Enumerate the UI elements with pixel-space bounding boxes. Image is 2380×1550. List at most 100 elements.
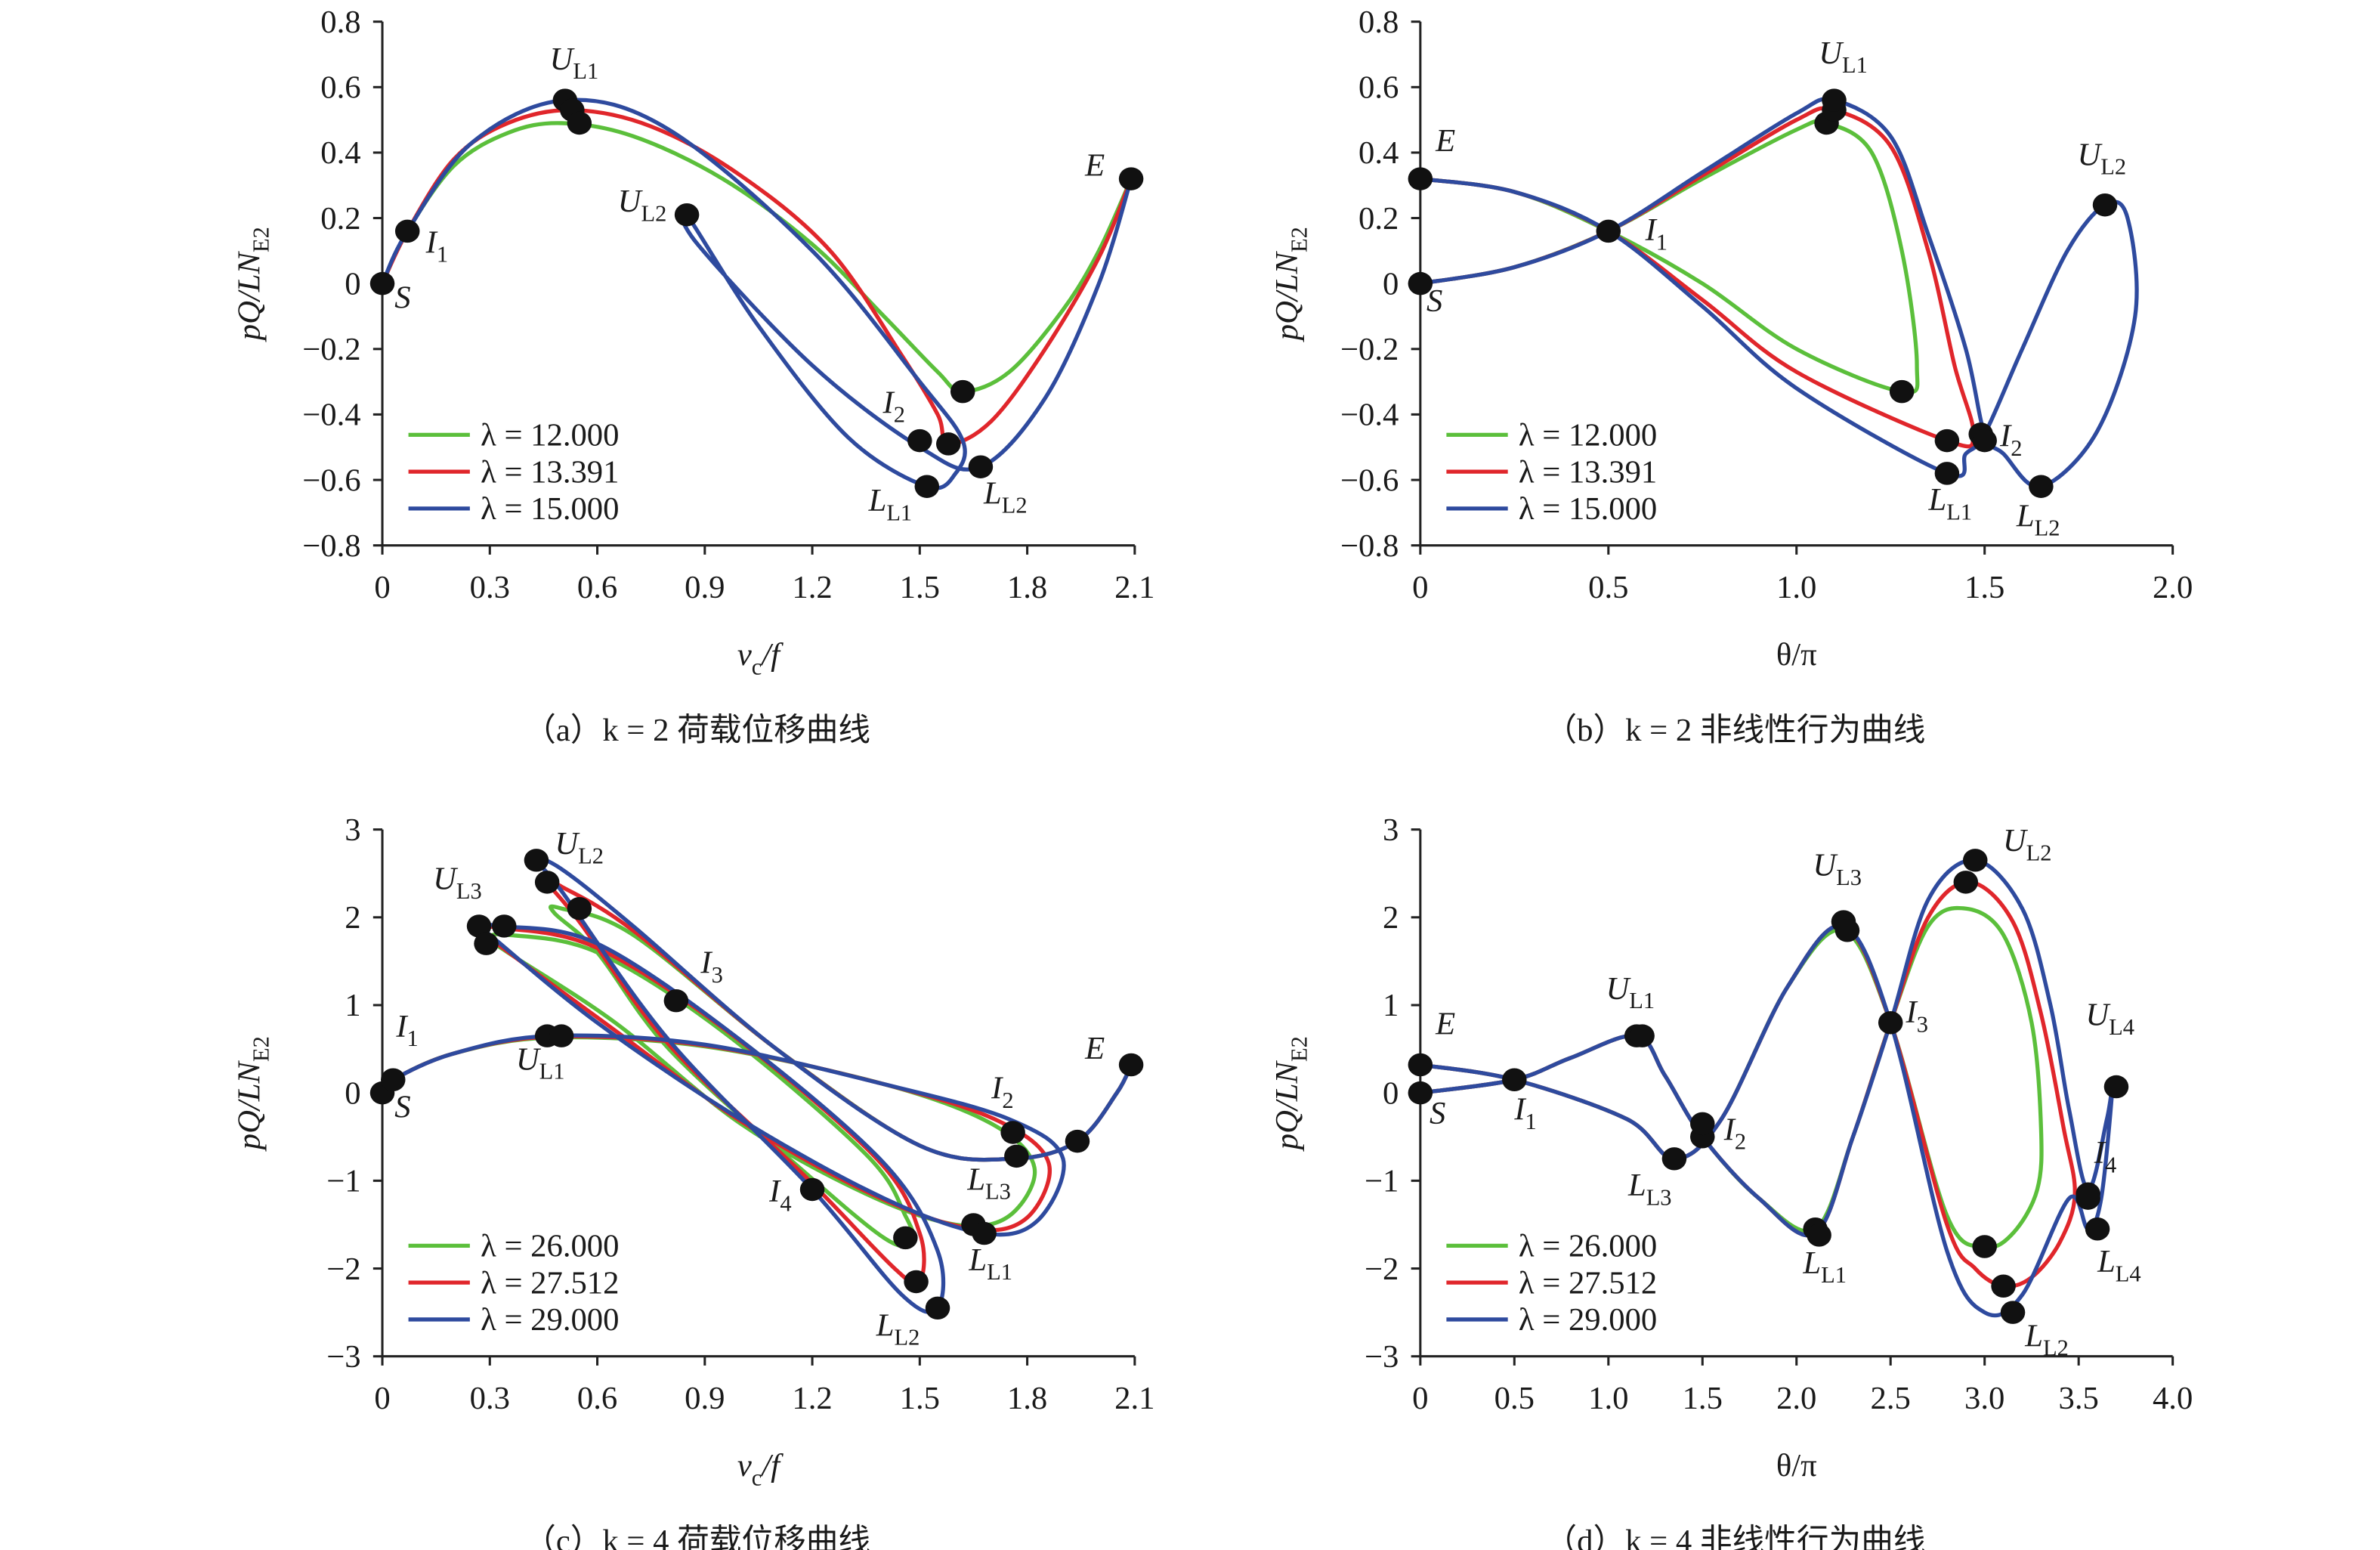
x-tick-label: 2.0 [1776,1381,1816,1416]
marker [369,271,395,295]
annotation-sub: L3 [1646,1184,1672,1210]
annotation-letter: U [2003,823,2029,859]
annotation-letter: L [2024,1318,2043,1354]
marker [2085,1217,2110,1241]
annotation: I1 [1513,1092,1536,1134]
annotation-letter: E [1435,123,1455,159]
x-tick-label: 2.0 [2153,570,2193,605]
marker [394,219,420,243]
panel: −3 −2 −1 0 1 2 3 0 0.5 1.0 1.5 2.0 2.5 3.0 3.5 4.0 pQ/LN… [1269,812,2193,1550]
x-tick-label: 2.1 [1114,1381,1154,1416]
x-axis-label-part: /f [760,637,784,673]
y-axis-label: pQ/LNE2 [1269,227,1312,342]
y-axis-label-part: E2 [249,1036,274,1062]
annotation: S [394,280,410,316]
annotation-sub: L1 [987,1259,1012,1285]
annotation-sub: L4 [2116,1261,2141,1286]
annotation: E [1084,1031,1105,1066]
x-tick-label: 0 [1412,570,1428,605]
y-tick-label: −0.4 [302,398,360,433]
marker [950,379,975,404]
annotation: LL2 [983,476,1028,518]
marker [549,1024,574,1047]
annotation: LL1 [1802,1245,1847,1288]
x-tick-label: 1.0 [1588,1381,1628,1416]
marker [893,1226,918,1250]
x-tick-label: 1.2 [792,1381,832,1416]
annotation-letter: I [1645,212,1658,248]
x-axis-label-part: c [752,654,762,679]
legend-label: λ = 15.000 [481,491,619,527]
legend-label: λ = 12.000 [1519,418,1657,453]
x-tick-label: 0.6 [577,1381,617,1416]
marker [2029,475,2054,498]
marker [1878,1010,1903,1035]
y-tick-label: −3 [326,1339,360,1375]
x-axis-label-part: /f [760,1448,784,1483]
marker [492,914,517,938]
caption: （d）k = 4 非线性行为曲线 [1544,1524,1925,1550]
annotation-sub: 4 [780,1190,791,1216]
x-axis-label: θ/π [1776,637,1817,673]
x-tick-label: 0.3 [470,1381,510,1416]
marker [1934,428,1960,453]
annotation-letter: U [2085,998,2111,1033]
legend-label: λ = 26.000 [1519,1229,1657,1264]
y-axis-label-part: pQ/LN [231,250,267,342]
y-tick-label: −0.6 [1340,463,1399,498]
y-tick-label: −1 [326,1164,360,1199]
x-tick-label: 3.0 [1964,1381,2004,1416]
marker [381,1068,406,1091]
annotation-letter: S [1430,1096,1445,1131]
y-tick-label: 0 [345,266,360,302]
y-axis-label: pQ/LNE2 [231,1036,274,1152]
marker [2103,1075,2129,1099]
annotation: I1 [1645,212,1668,255]
annotation-letter: L [2016,499,2035,534]
y-tick-label: 0 [1383,1075,1399,1111]
annotation: LL1 [1928,482,1973,524]
annotation-sub: 4 [2105,1152,2116,1177]
annotation-letter: S [394,1090,410,1125]
marker [799,1177,825,1202]
annotation: LL3 [966,1162,1011,1205]
x-axis-label-part: θ/π [1776,1448,1817,1483]
annotation-letter: U [550,42,576,77]
annotation-letter: I [1999,419,2012,454]
y-tick-label: 1 [345,988,360,1023]
annotation-letter: L [1802,1245,1821,1281]
marker [567,896,592,920]
y-tick-label: −1 [1365,1164,1399,1199]
annotation: LL4 [2097,1244,2141,1286]
x-tick-label: 3.5 [2059,1381,2099,1416]
annotation-sub: 2 [1002,1087,1013,1113]
annotation: E [1084,148,1105,184]
x-tick-label: 0 [374,570,390,605]
marker [1972,1235,1997,1258]
annotation-letter: E [1084,1031,1105,1066]
marker [1408,1053,1433,1077]
x-tick-label: 0.3 [470,570,510,605]
marker [972,1221,997,1245]
annotation: UL1 [1606,971,1655,1013]
annotation-sub: L3 [985,1179,1011,1205]
annotation-letter: E [1084,148,1105,184]
x-tick-label: 0.9 [685,570,725,605]
marker [1408,167,1433,190]
y-axis-label-part: pQ/LN [1269,1060,1305,1152]
annotation-letter: U [1606,971,1631,1007]
caption: （c）k = 4 荷载位移曲线 [524,1523,870,1550]
annotation: UL2 [2003,823,2052,865]
annotation-sub: L2 [894,1325,920,1350]
marker [1690,1112,1715,1136]
marker [1596,219,1621,243]
y-axis-label: pQ/LNE2 [231,227,274,342]
annotation-letter: L [1627,1168,1646,1203]
annotation-sub: L2 [2100,154,2126,180]
marker [1004,1144,1029,1168]
legend-label: λ = 27.512 [481,1265,619,1301]
annotation-sub: L2 [578,843,604,868]
annotation-sub: L1 [539,1059,565,1084]
series-line [380,107,1133,447]
